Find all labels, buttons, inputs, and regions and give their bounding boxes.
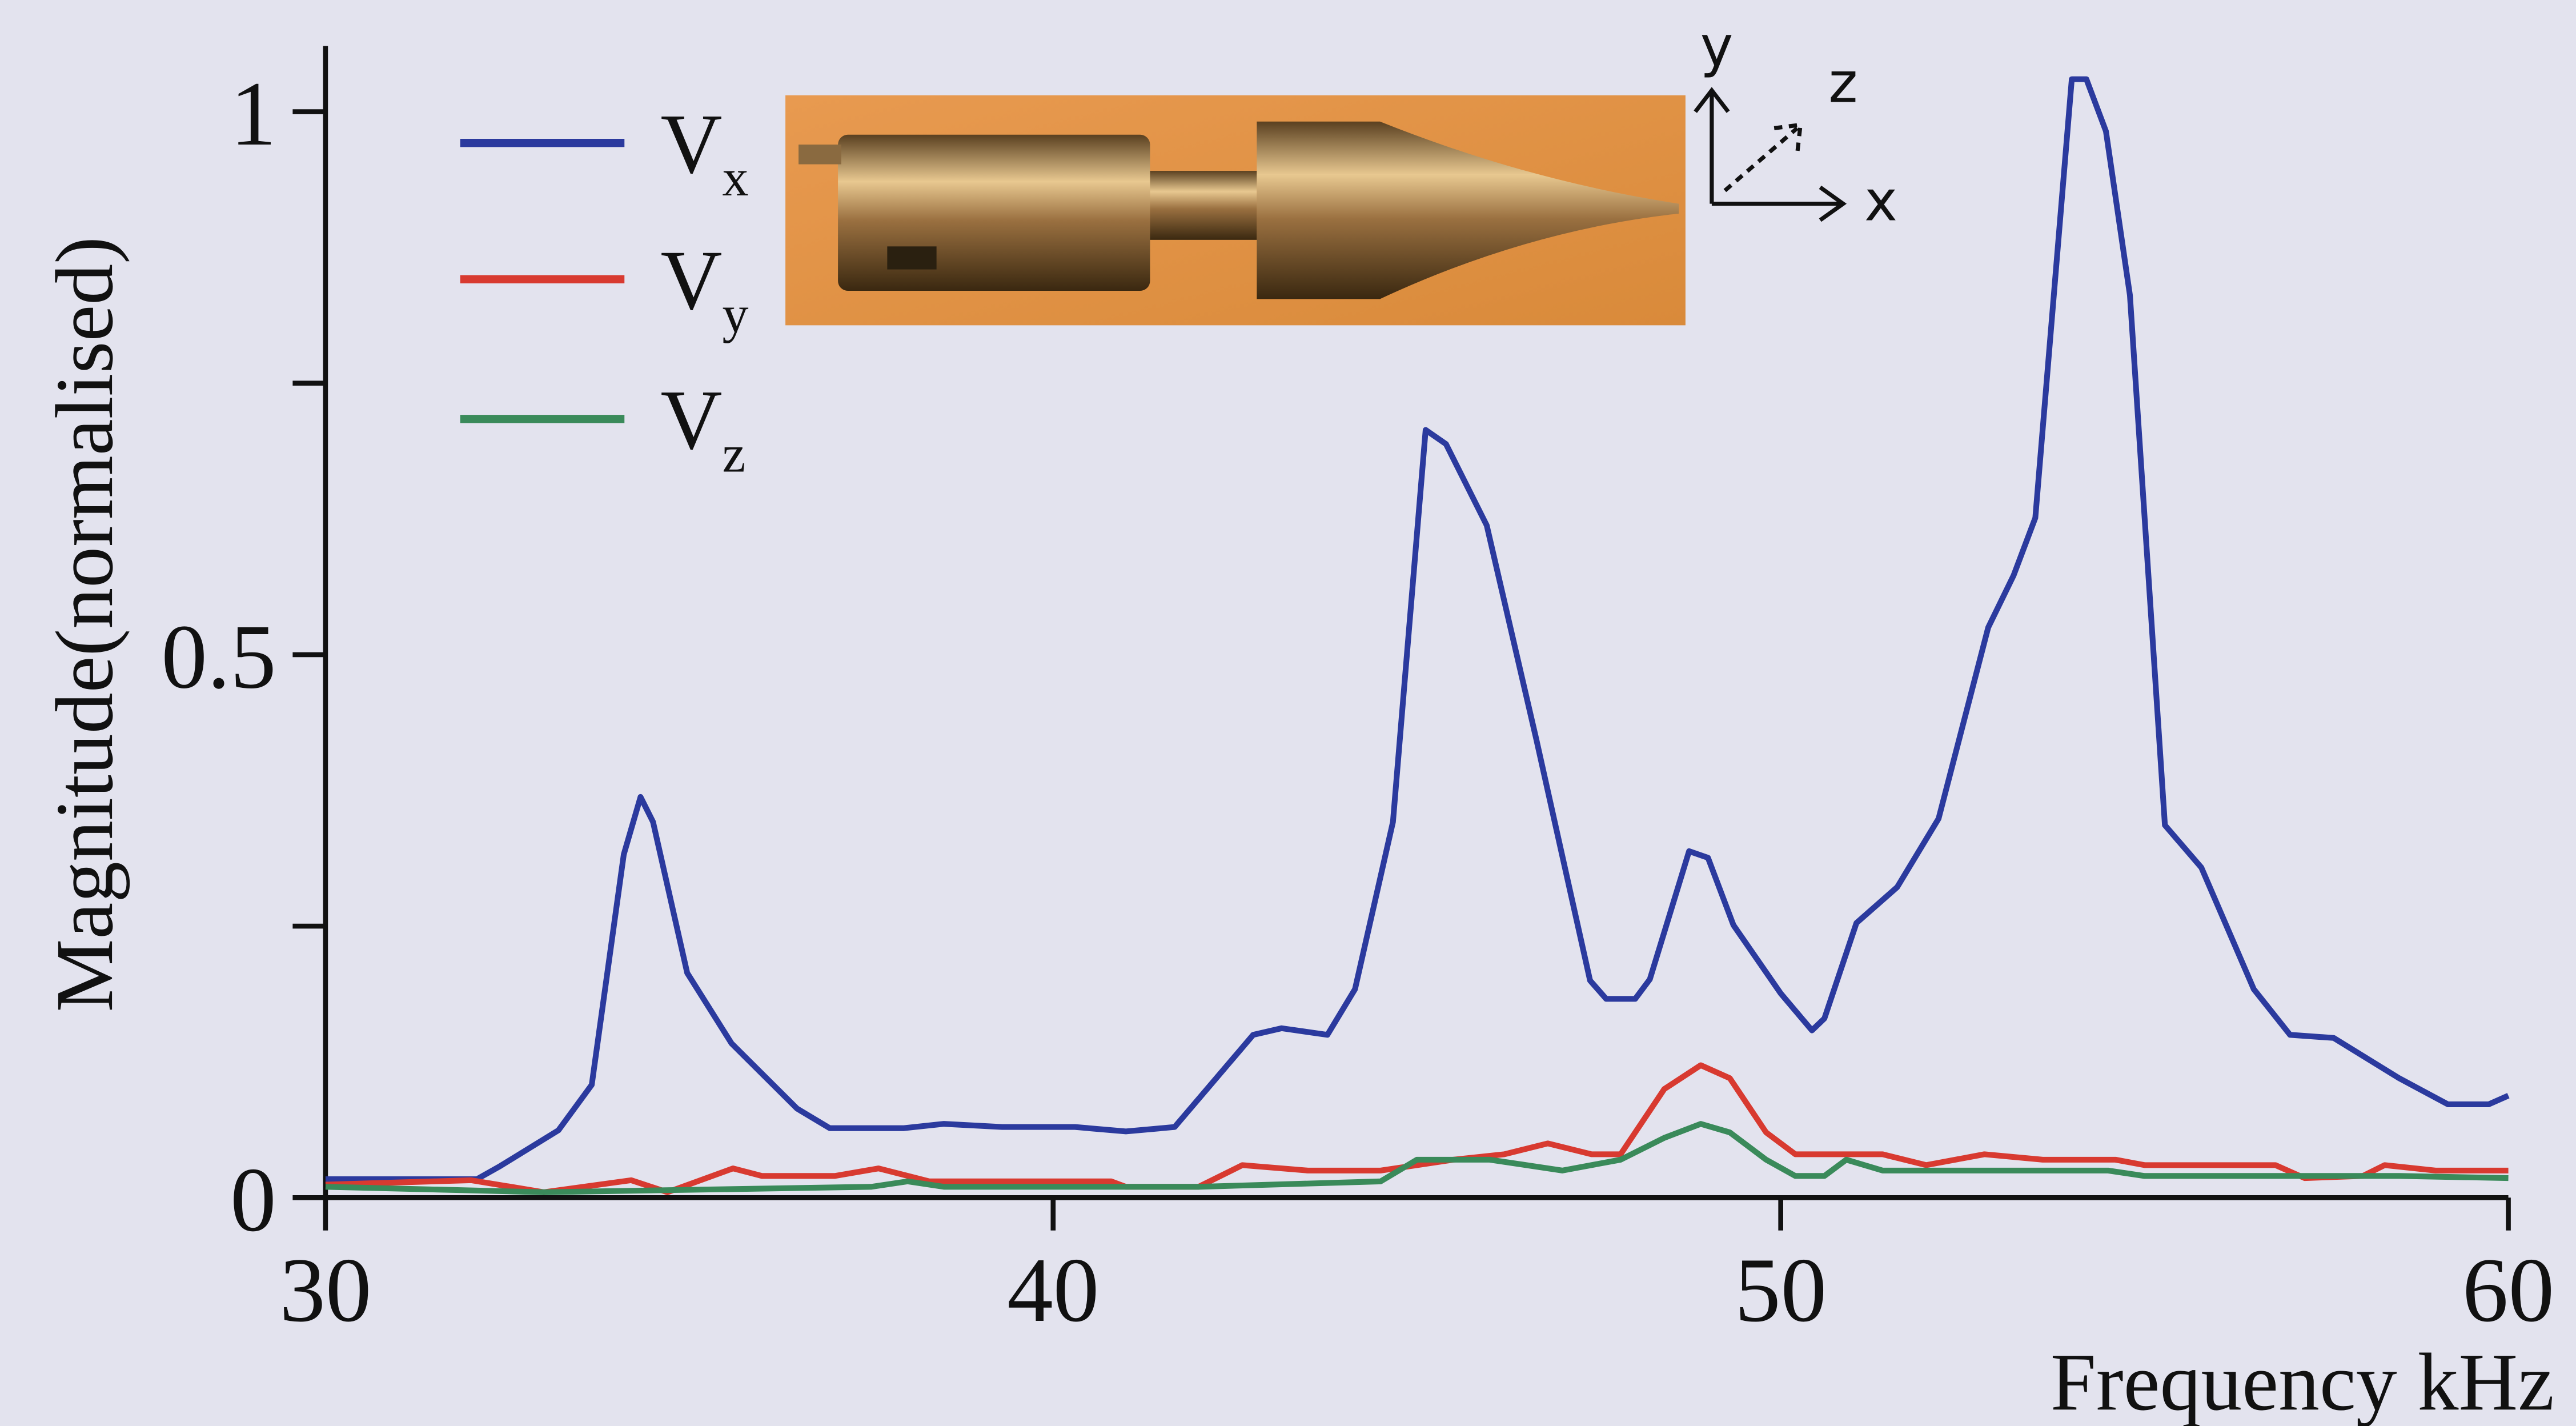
inset-axis-label: y — [1700, 14, 1734, 79]
y-axis-title: Magnitude(normalised) — [39, 237, 130, 1012]
x-tick-label: 40 — [1007, 1239, 1099, 1341]
legend-label: Vy — [661, 234, 749, 343]
legend-label: Vz — [661, 373, 746, 483]
series-line — [325, 1121, 2509, 1195]
inset-photo — [785, 95, 1686, 326]
inset-axis-label: z — [1828, 50, 1857, 115]
y-tick-label: 0.5 — [161, 606, 276, 707]
series-line — [325, 1062, 2509, 1195]
inset-axes — [1694, 87, 1847, 222]
x-tick-label: 50 — [1735, 1239, 1827, 1341]
x-tick-label: 30 — [279, 1239, 371, 1341]
y-tick-label: 0 — [230, 1149, 276, 1251]
x-axis-title: Frequency kHz — [2051, 1337, 2554, 1426]
series-line — [325, 76, 2510, 1183]
y-tick-label: 1 — [230, 63, 276, 165]
inset-axis-label: x — [1864, 169, 1897, 234]
x-tick-label: 60 — [2462, 1239, 2554, 1341]
legend-label: Vx — [661, 97, 749, 207]
